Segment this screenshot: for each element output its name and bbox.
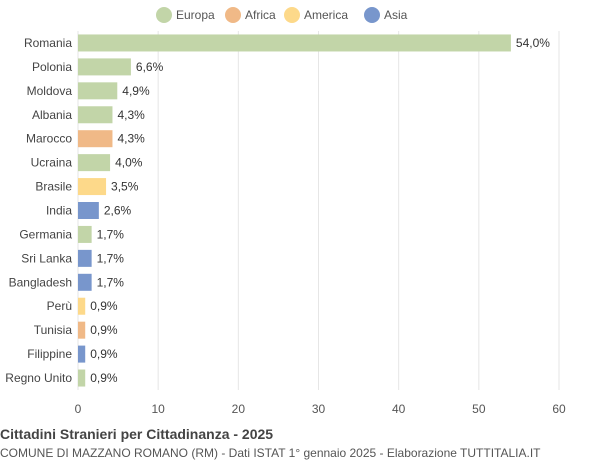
value-label-tunisia: 0,9% <box>90 323 118 337</box>
category-label-tunisia: Tunisia <box>34 323 73 337</box>
bar-chart: Europa Africa America Asia Romania 54,0% Polo… <box>5 7 566 416</box>
legend-label-europa: Europa <box>176 8 215 22</box>
value-label-regno-unito: 0,9% <box>90 371 118 385</box>
x-tick-label-0: 0 <box>75 402 82 416</box>
value-label-sri-lanka: 1,7% <box>97 251 125 265</box>
bar-tunisia <box>78 321 86 339</box>
bar-polonia <box>78 58 131 76</box>
legend-label-america: America <box>304 8 348 22</box>
bar-albania <box>78 106 113 124</box>
bar-romania <box>78 34 511 52</box>
value-label-ucraina: 4,0% <box>115 156 143 170</box>
legend-marker-asia <box>364 7 380 23</box>
x-tick-label-50: 50 <box>472 402 486 416</box>
x-axis: 0 10 20 30 40 50 60 <box>75 402 566 416</box>
category-label-ucraina: Ucraina <box>31 156 73 170</box>
category-label-india: India <box>46 204 72 218</box>
legend-label-asia: Asia <box>384 8 408 22</box>
bar-ucraina <box>78 154 111 172</box>
x-tick-label-10: 10 <box>151 402 165 416</box>
value-label-albania: 4,3% <box>117 108 145 122</box>
category-label-sri-lanka: Sri Lanka <box>21 251 72 265</box>
chart-title: Cittadini Stranieri per Cittadinanza - 2… <box>0 426 274 442</box>
category-label-brasile: Brasile <box>35 180 72 194</box>
category-label-germania: Germania <box>19 227 72 241</box>
chart-subtitle: COMUNE DI MAZZANO ROMANO (RM) - Dati IST… <box>0 446 541 460</box>
category-label-regno-unito: Regno Unito <box>5 371 72 385</box>
value-label-polonia: 6,6% <box>136 60 164 74</box>
bar-germania <box>78 225 92 243</box>
value-label-brasile: 3,5% <box>111 180 139 194</box>
category-label-filippine: Filippine <box>27 347 72 361</box>
value-label-germania: 1,7% <box>97 227 125 241</box>
bar-india <box>78 202 99 219</box>
value-label-peru: 0,9% <box>90 299 118 313</box>
category-label-moldova: Moldova <box>27 84 73 98</box>
legend-label-africa: Africa <box>245 8 276 22</box>
x-tick-label-30: 30 <box>312 402 326 416</box>
value-label-marocco: 4,3% <box>117 132 145 146</box>
legend-marker-europa <box>156 7 172 23</box>
value-label-bangladesh: 1,7% <box>97 275 125 289</box>
x-tick-label-20: 20 <box>232 402 246 416</box>
chart-gridlines <box>77 31 560 390</box>
category-label-marocco: Marocco <box>26 132 72 146</box>
category-label-peru: Perù <box>47 299 72 313</box>
category-label-polonia: Polonia <box>32 60 72 74</box>
chart-legend: Europa Africa America Asia <box>156 7 408 23</box>
bar-sri-lanka <box>78 249 92 267</box>
bar-marocco <box>78 130 113 148</box>
bar-bangladesh <box>78 273 92 291</box>
bar-regno-unito <box>78 369 86 387</box>
value-label-moldova: 4,9% <box>122 84 150 98</box>
bar-moldova <box>78 82 118 100</box>
value-label-filippine: 0,9% <box>90 347 118 361</box>
x-tick-label-60: 60 <box>552 402 566 416</box>
value-label-romania: 54,0% <box>516 36 550 50</box>
category-label-albania: Albania <box>32 108 72 122</box>
chart-bars: Romania 54,0% Polonia 6,6% Moldova 4,9% Albani… <box>5 34 550 387</box>
value-label-india: 2,6% <box>104 204 132 218</box>
bar-peru <box>78 297 86 315</box>
category-label-bangladesh: Bangladesh <box>9 275 72 289</box>
legend-marker-africa <box>225 7 241 23</box>
bar-filippine <box>78 345 86 363</box>
category-label-romania: Romania <box>24 36 72 50</box>
bar-brasile <box>78 178 107 196</box>
legend-marker-america <box>284 7 300 23</box>
x-tick-label-40: 40 <box>392 402 406 416</box>
